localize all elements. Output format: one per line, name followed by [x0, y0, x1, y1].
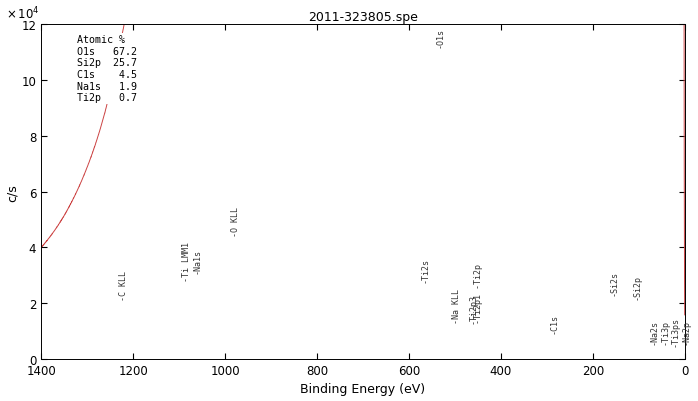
Text: -O KLL: -O KLL — [230, 207, 239, 237]
Text: -C1s: -C1s — [549, 313, 558, 333]
Text: -Si2p: -Si2p — [633, 274, 642, 299]
Text: -Na2s
-Ti3p
-Ti3ps
-Na2p: -Na2s -Ti3p -Ti3ps -Na2p — [650, 317, 690, 346]
Text: -Si2s: -Si2s — [609, 270, 618, 295]
Text: -O1s: -O1s — [436, 28, 445, 47]
Text: -Na KLL: -Na KLL — [452, 288, 461, 323]
Text: $\times\,10^4$: $\times\,10^4$ — [6, 5, 39, 22]
Text: -Ti2p3: -Ti2p3 — [468, 293, 477, 323]
Text: -C KLL: -C KLL — [119, 271, 128, 301]
Text: -Ti2p1 -Ti2p: -Ti2p1 -Ti2p — [474, 263, 483, 323]
Text: -Ti2s: -Ti2s — [420, 258, 429, 283]
X-axis label: Binding Energy (eV): Binding Energy (eV) — [300, 383, 426, 395]
Text: -Ti LMM1
-Na1s: -Ti LMM1 -Na1s — [182, 241, 202, 281]
Title: 2011-323805.spe: 2011-323805.spe — [308, 11, 418, 24]
Text: Atomic %
O1s   67.2
Si2p  25.7
C1s    4.5
Na1s   1.9
Ti2p   0.7: Atomic % O1s 67.2 Si2p 25.7 C1s 4.5 Na1s… — [77, 35, 137, 103]
Y-axis label: c/s: c/s — [6, 183, 19, 201]
